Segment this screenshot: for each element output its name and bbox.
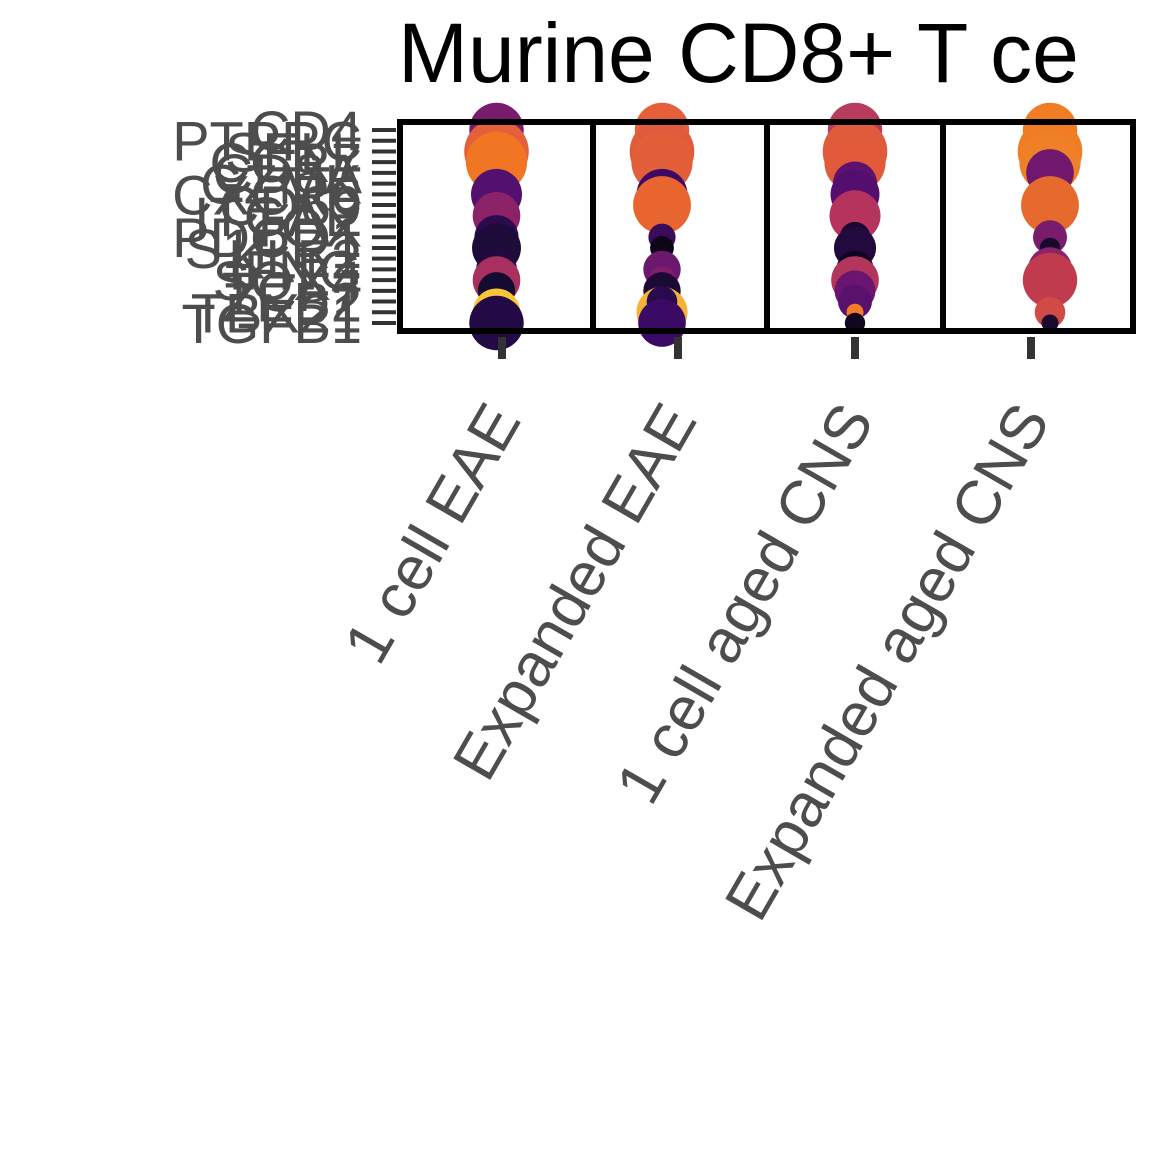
y-tick-label-ptprc: PTPRC — [172, 110, 362, 173]
y-tick-label-tox: TOX — [248, 196, 362, 259]
dot-expanded-aged-cns-cd69 — [1021, 176, 1079, 234]
y-tick-label-tcf7: TCF7 — [222, 260, 362, 323]
y-tick-label-s1pr1: S1PR1 — [185, 217, 362, 280]
y-tick-label-cd4: CD4 — [250, 99, 362, 162]
panel-expanded-aged-cns — [940, 119, 1136, 334]
y-tick-label-cxcr6: CXCR6 — [172, 163, 362, 226]
y-tick-label-sell: SELL — [225, 120, 362, 183]
y-tick-label-cd8a: CD8A — [213, 142, 363, 205]
dot-expanded-aged-cns-tgfb1 — [1041, 314, 1059, 332]
y-axis-labels: CD4PTPRCSELLCCR7CD8AGZMKCXCR6CD69ITGAETO… — [172, 99, 362, 355]
chart-title: Murine CD8+ T ce — [398, 6, 1079, 100]
x-tick-label-1-cell-eae: 1 cell EAE — [331, 393, 534, 675]
y-tick-label-tgfb1: TGFB1 — [182, 292, 362, 355]
dots-layer — [464, 102, 1083, 351]
y-tick-label-itgae: ITGAE — [194, 185, 362, 248]
y-axis-ticks — [372, 128, 396, 325]
y-tick-label-zeb2: ZEB2 — [222, 271, 362, 334]
x-tick-label-expanded-aged-cns: Expanded aged CNS — [712, 393, 1063, 932]
dot-expanded-eae-tgfb1 — [638, 299, 686, 347]
y-tick-label-pdcd1: PDCD1 — [172, 206, 362, 269]
dot-expanded-aged-cns-sox4 — [1022, 252, 1078, 308]
y-tick-label-ccr7: CCR7 — [210, 131, 362, 194]
y-tick-label-cd69: CD69 — [219, 174, 362, 237]
y-tick-label-gzmk: GZMK — [200, 153, 362, 216]
dot-1-cell-aged-cns-itgae — [829, 190, 881, 242]
y-tick-label-tbx21: TBX21 — [191, 281, 362, 344]
dot-1-cell-eae-tgfb1 — [469, 295, 524, 351]
dot-expanded-eae-cd69 — [633, 176, 691, 234]
dot-1-cell-aged-cns-zeb2 — [838, 284, 872, 319]
y-tick-label-sox4: SOX4 — [213, 249, 362, 312]
y-tick-label-klf2: KLF2 — [228, 228, 362, 291]
y-tick-label-ifng: IFNG — [228, 238, 362, 301]
x-axis-ticks — [498, 337, 1035, 359]
facet-panels — [397, 119, 1136, 334]
